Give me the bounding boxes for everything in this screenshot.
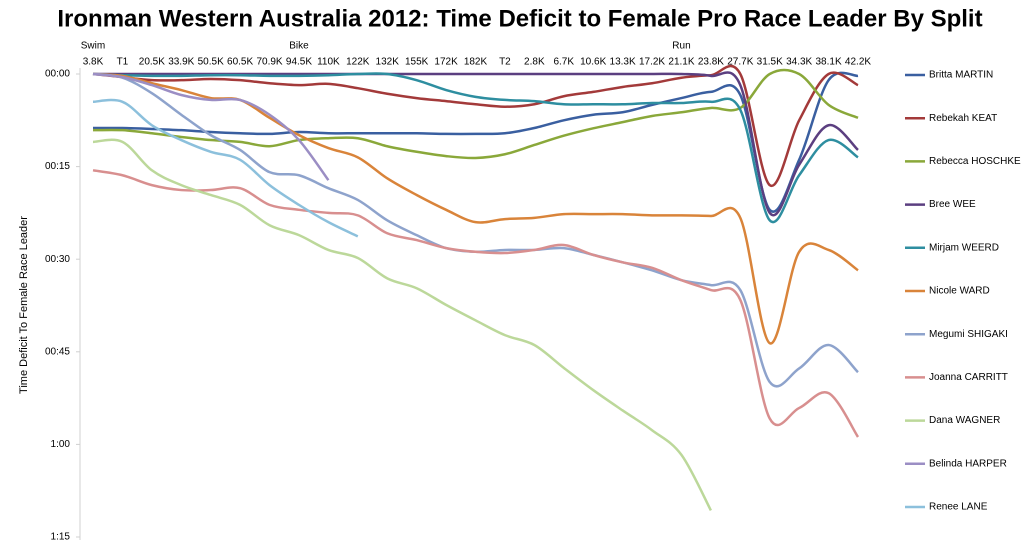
y-axis-title: Time Deficit To Female Race Leader <box>18 216 30 394</box>
x-tick-label: 10.6K <box>580 57 606 68</box>
section-label: Run <box>672 41 690 52</box>
x-tick-label: 33.9K <box>168 57 194 68</box>
legend-label: Rebekah KEAT <box>929 113 997 124</box>
x-tick-label: 42.2K <box>845 57 871 68</box>
x-tick-label: 70.9K <box>256 57 282 68</box>
x-tick-label: 182K <box>464 57 488 68</box>
series-line <box>92 138 712 512</box>
x-tick-label: 23.8K <box>698 57 724 68</box>
legend-label: Joanna CARRITT <box>929 372 1008 383</box>
x-tick-label: 13.3K <box>610 57 636 68</box>
x-tick-label: 2.8K <box>524 57 545 68</box>
section-label: Swim <box>81 41 105 52</box>
x-tick-label: 50.5K <box>198 57 224 68</box>
x-tick-label: 94.5K <box>286 57 312 68</box>
x-tick-label: 31.5K <box>757 57 783 68</box>
y-tick-label: 00:45 <box>45 346 70 357</box>
series-line <box>92 169 860 438</box>
section-label: Bike <box>289 41 309 52</box>
y-tick-label: 00:00 <box>45 69 70 80</box>
legend-label: Britta MARTIN <box>929 70 993 81</box>
x-tick-label: 38.1K <box>816 57 842 68</box>
series-line <box>92 72 330 181</box>
x-tick-label: T2 <box>499 57 511 68</box>
x-tick-label: 20.5K <box>139 57 165 68</box>
x-tick-label: 172K <box>434 57 458 68</box>
x-tick-label: 3.8K <box>83 57 104 68</box>
x-tick-label: 60.5K <box>227 57 253 68</box>
y-tick-label: 1:15 <box>51 532 71 543</box>
legend-label: Rebecca HOSCHKE <box>929 156 1021 167</box>
y-tick-label: 00:15 <box>45 161 70 172</box>
x-tick-label: T1 <box>117 57 129 68</box>
series-line <box>92 64 859 187</box>
x-tick-label: 27.7K <box>727 57 753 68</box>
x-tick-label: 122K <box>346 57 370 68</box>
series-line <box>92 98 359 238</box>
x-tick-label: 132K <box>376 57 400 68</box>
y-tick-label: 00:30 <box>45 254 70 265</box>
legend-label: Dana WAGNER <box>929 415 1000 426</box>
chart-title: Ironman Western Australia 2012: Time Def… <box>57 5 982 32</box>
x-tick-label: 6.7K <box>553 57 574 68</box>
x-tick-label: 17.2K <box>639 57 665 68</box>
series-line <box>92 72 859 224</box>
plot-area <box>92 64 860 512</box>
legend-label: Megumi SHIGAKI <box>929 329 1008 340</box>
legend-label: Renee LANE <box>929 502 988 513</box>
x-tick-label: 21.1K <box>668 57 694 68</box>
x-tick-label: 110K <box>317 57 340 68</box>
legend-label: Mirjam WEERD <box>929 242 999 253</box>
legend-label: Bree WEE <box>929 199 976 210</box>
x-tick-label: 34.3K <box>786 57 812 68</box>
x-tick-label: 155K <box>405 57 429 68</box>
y-tick-label: 1:00 <box>51 439 71 450</box>
legend-label: Belinda HARPER <box>929 458 1007 469</box>
legend-label: Nicole WARD <box>929 286 990 297</box>
